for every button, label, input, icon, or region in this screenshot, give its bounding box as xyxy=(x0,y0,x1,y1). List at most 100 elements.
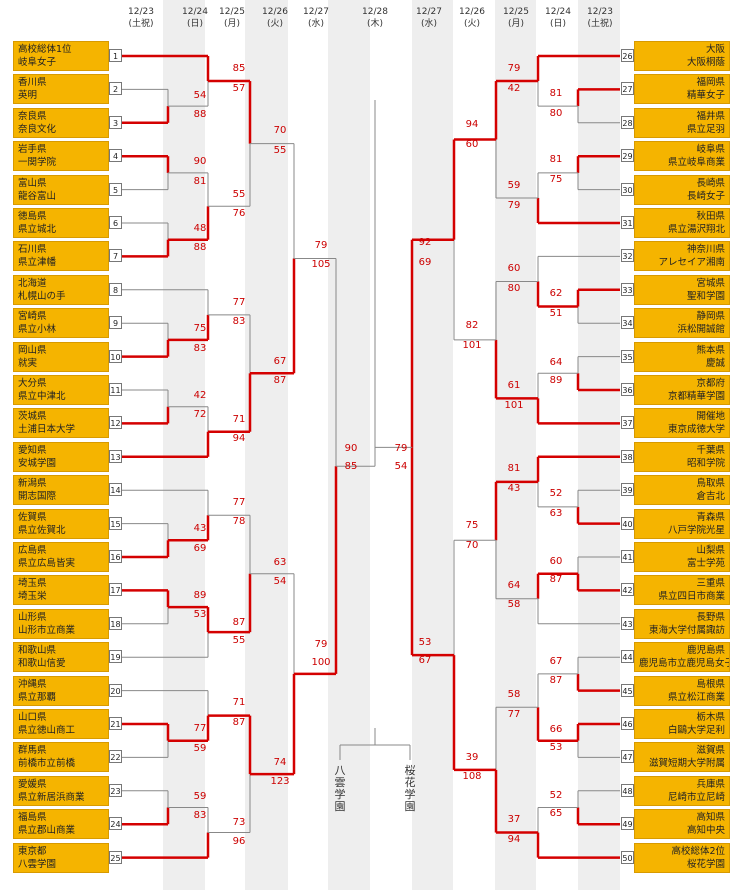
match-score: 105 xyxy=(311,259,331,270)
team-box[interactable]: 千葉県 昭和学院 xyxy=(634,441,730,472)
team-box[interactable]: 広島県 県立広島皆実 xyxy=(13,542,109,572)
date-header-date: 12/24 xyxy=(182,7,208,17)
team-box[interactable]: 富山県 龍谷富山 xyxy=(13,174,109,205)
team-box[interactable]: 岩手県 一関学院 xyxy=(13,141,109,172)
team-name: 龍谷富山 xyxy=(18,190,57,202)
team-box[interactable]: 新潟県 開志国際 xyxy=(13,475,109,506)
team-box[interactable]: 高知県 高知中央 xyxy=(634,809,730,840)
final-right-team: 桜花学園 xyxy=(404,764,416,813)
team-box[interactable]: 島根県 県立松江商業 xyxy=(634,675,730,706)
seed-number: 18 xyxy=(109,616,122,630)
team-box[interactable]: 山形県 山形市立商業 xyxy=(13,608,109,639)
match-score: 87 xyxy=(232,617,246,628)
team-box[interactable]: 山梨県 富士学苑 xyxy=(634,542,730,572)
team-prefecture: 秋田県 xyxy=(696,211,725,222)
team-box[interactable]: 長崎県 長崎女子 xyxy=(634,174,730,205)
team-box[interactable]: 栃木県 白鷗大学足利 xyxy=(634,709,730,739)
team-box[interactable]: 愛知県 安城学園 xyxy=(13,441,109,472)
date-header-day: (水) xyxy=(420,19,438,29)
date-header-date: 12/26 xyxy=(459,7,485,17)
team-box[interactable]: 福井県 県立足羽 xyxy=(634,107,730,138)
team-box[interactable]: 沖縄県 県立那覇 xyxy=(13,675,109,706)
column-shade xyxy=(328,0,370,890)
match-score: 61 xyxy=(507,380,521,391)
team-name: 県立岐阜商業 xyxy=(667,157,725,169)
team-box[interactable]: 東京都 八雲学園 xyxy=(13,842,109,873)
team-box[interactable]: 山口県 県立徳山商工 xyxy=(13,709,109,739)
team-box[interactable]: 埼玉県 埼玉栄 xyxy=(13,575,109,606)
team-name: 県立城北 xyxy=(18,224,57,235)
team-box[interactable]: 香川県 英明 xyxy=(13,74,109,105)
team-box[interactable]: 徳島県 県立城北 xyxy=(13,208,109,238)
match-score: 83 xyxy=(232,316,246,327)
team-prefecture: 和歌山県 xyxy=(18,645,57,657)
team-box[interactable]: 奈良県 奈良文化 xyxy=(13,107,109,138)
team-box[interactable]: 岡山県 就実 xyxy=(13,341,109,372)
team-box[interactable]: 神奈川県 アレセイア湘南 xyxy=(634,241,730,272)
team-prefecture: 広島県 xyxy=(18,545,47,556)
team-box[interactable]: 静岡県 浜松開誠館 xyxy=(634,308,730,339)
team-box[interactable]: 三重県 県立四日市商業 xyxy=(634,575,730,606)
date-header: 12/24 (日) xyxy=(175,6,215,30)
date-header-date: 12/26 xyxy=(262,7,288,17)
team-box[interactable]: 京都府 京都精華学園 xyxy=(634,375,730,405)
match-score: 94 xyxy=(507,834,521,845)
team-box[interactable]: 福島県 県立郡山商業 xyxy=(13,809,109,840)
team-box[interactable]: 高校総体1位 岐阜女子 xyxy=(13,41,109,71)
team-box[interactable]: 開催地 東京成徳大学 xyxy=(634,408,730,439)
date-header-day: (月) xyxy=(507,19,525,29)
team-box[interactable]: 宮崎県 県立小林 xyxy=(13,308,109,339)
team-box[interactable]: 和歌山県 和歌山信愛 xyxy=(13,642,109,673)
team-box[interactable]: 鳥取県 倉吉北 xyxy=(634,475,730,506)
team-name: 県立那覇 xyxy=(18,691,57,703)
final-score: 79 xyxy=(394,443,408,454)
match-score: 63 xyxy=(549,508,563,519)
team-prefecture: 大阪 xyxy=(705,44,725,55)
match-score: 67 xyxy=(549,656,563,667)
match-score: 70 xyxy=(273,125,287,136)
team-box[interactable]: 石川県 県立津幡 xyxy=(13,241,109,272)
team-name: 八戸学院光星 xyxy=(667,524,725,536)
team-box[interactable]: 岐阜県 県立岐阜商業 xyxy=(634,141,730,172)
team-box[interactable]: 佐賀県 県立佐賀北 xyxy=(13,508,109,539)
team-box[interactable]: 北海道 札幌山の手 xyxy=(13,274,109,305)
seed-number: 9 xyxy=(109,316,122,330)
team-box[interactable]: 群馬県 前橋市立前橋 xyxy=(13,742,109,773)
seed-number: 41 xyxy=(621,550,634,563)
team-box[interactable]: 宮城県 聖和学園 xyxy=(634,274,730,305)
seed-number: 13 xyxy=(109,449,122,463)
match-score: 59 xyxy=(193,791,207,802)
team-name: 鹿児島市立鹿児島女子 xyxy=(639,658,730,670)
team-box[interactable]: 高校総体2位 桜花学園 xyxy=(634,842,730,873)
team-prefecture: 宮崎県 xyxy=(18,311,47,323)
team-box[interactable]: 秋田県 県立湯沢翔北 xyxy=(634,208,730,238)
team-box[interactable]: 大分県 県立中津北 xyxy=(13,375,109,405)
team-name: 土浦日本大学 xyxy=(18,424,76,436)
team-box[interactable]: 鹿児島県 鹿児島市立鹿児島女子 xyxy=(634,642,730,673)
team-box[interactable]: 兵庫県 尼崎市立尼崎 xyxy=(634,775,730,806)
team-name: 白鷗大学足利 xyxy=(667,725,725,736)
team-prefecture: 富山県 xyxy=(18,177,47,189)
team-prefecture: 福島県 xyxy=(18,812,47,824)
match-score: 39 xyxy=(465,752,479,763)
team-prefecture: 高校総体1位 xyxy=(18,44,72,55)
team-box[interactable]: 青森県 八戸学院光星 xyxy=(634,508,730,539)
team-prefecture: 沖縄県 xyxy=(18,678,47,690)
team-box[interactable]: 愛媛県 県立新居浜商業 xyxy=(13,775,109,806)
team-name: 県立徳山商工 xyxy=(18,725,76,736)
team-name: 一関学院 xyxy=(18,157,57,169)
team-box[interactable]: 大阪 大阪桐蔭 xyxy=(634,41,730,71)
team-box[interactable]: 滋賀県 滋賀短期大学附属 xyxy=(634,742,730,773)
match-score: 81 xyxy=(549,88,563,99)
team-box[interactable]: 福岡県 精華女子 xyxy=(634,74,730,105)
team-box[interactable]: 熊本県 慶誠 xyxy=(634,341,730,372)
match-score: 94 xyxy=(232,433,246,444)
team-box[interactable]: 長野県 東海大学付属諏訪 xyxy=(634,608,730,639)
date-header-day: (土祝) xyxy=(587,19,613,29)
team-box[interactable]: 茨城県 土浦日本大学 xyxy=(13,408,109,439)
match-score: 79 xyxy=(507,63,521,74)
date-header: 12/26 (火) xyxy=(452,6,492,30)
date-header-day: (火) xyxy=(266,19,284,29)
match-score: 52 xyxy=(549,790,563,801)
